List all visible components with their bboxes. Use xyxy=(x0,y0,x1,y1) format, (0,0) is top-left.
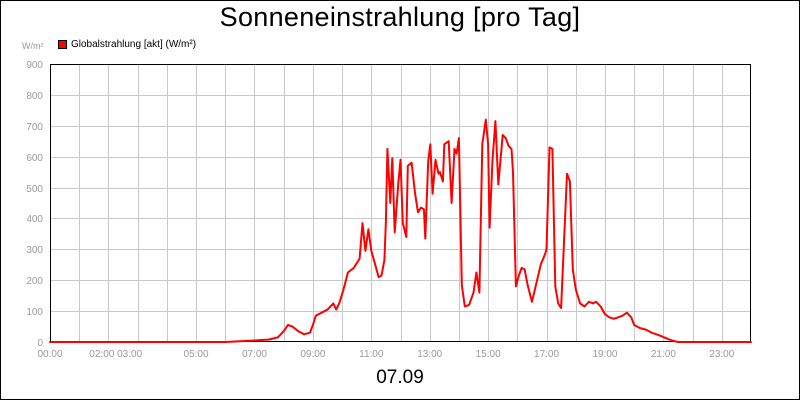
date-label: 07.09 xyxy=(376,367,424,388)
y-tick-label: 700 xyxy=(26,122,43,133)
legend-label: Globalstrahlung [akt] (W/m²) xyxy=(71,39,197,50)
y-tick-label: 300 xyxy=(26,245,43,256)
x-tick-label: 05:00 xyxy=(184,349,209,360)
x-tick-label: 11:00 xyxy=(359,349,384,360)
x-tick-label: 07:00 xyxy=(242,349,267,360)
legend-swatch xyxy=(58,40,67,49)
plot-background xyxy=(50,64,751,342)
y-tick-label: 900 xyxy=(26,60,43,71)
x-tick-label: 13:00 xyxy=(417,349,442,360)
y-tick-label: 500 xyxy=(26,184,43,195)
x-tick-label: 00:00 xyxy=(37,349,62,360)
x-tick-label: 23:00 xyxy=(709,349,734,360)
x-tick-label: 02:00 03:00 xyxy=(89,349,142,360)
x-tick-label: 17:00 xyxy=(534,349,559,360)
x-tick-label: 15:00 xyxy=(476,349,501,360)
x-tick-label: 09:00 xyxy=(300,349,325,360)
y-tick-label: 0 xyxy=(37,338,43,349)
y-tick-label: 800 xyxy=(26,91,43,102)
plot-border xyxy=(50,64,751,342)
series-line-globalstrahlung xyxy=(49,118,752,343)
x-tick-label: 21:00 xyxy=(651,349,676,360)
y-unit-label: W/m² xyxy=(22,41,44,51)
y-tick-label: 100 xyxy=(26,307,43,318)
y-tick-label: 600 xyxy=(26,153,43,164)
y-tick-label: 400 xyxy=(26,214,43,225)
x-tick-label: 19:00 xyxy=(592,349,617,360)
legend: Globalstrahlung [akt] (W/m²) xyxy=(58,39,196,50)
chart-title: Sonneneinstrahlung [pro Tag] xyxy=(219,2,581,32)
y-tick-label: 200 xyxy=(26,276,43,287)
